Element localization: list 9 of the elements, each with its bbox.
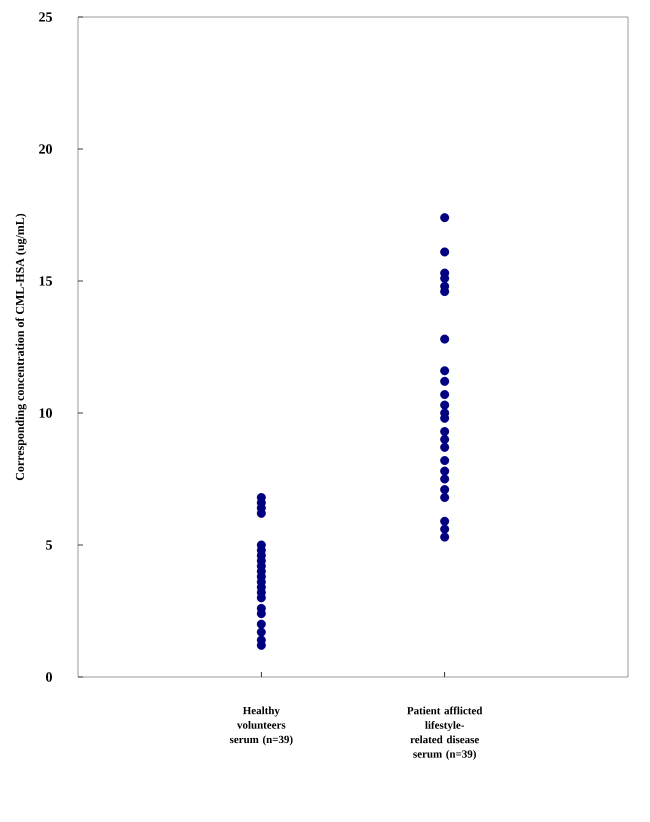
y-tick-label: 5 bbox=[46, 540, 52, 550]
y-tick-label: 10 bbox=[40, 408, 52, 418]
y-axis-title: Corresponding concentration of CML-HSA (ug/mL) bbox=[15, 214, 26, 480]
y-tick-label: 0 bbox=[46, 672, 52, 682]
x-tick-label: Patient afflicted lifestyle-related disease serum (n=39) bbox=[407, 706, 482, 760]
x-tick-label: Healthy volunteers serum (n=39) bbox=[230, 706, 293, 746]
y-tick-label: 15 bbox=[40, 276, 52, 286]
y-tick-label: 20 bbox=[39, 144, 52, 154]
y-tick-label: 25 bbox=[39, 12, 52, 22]
